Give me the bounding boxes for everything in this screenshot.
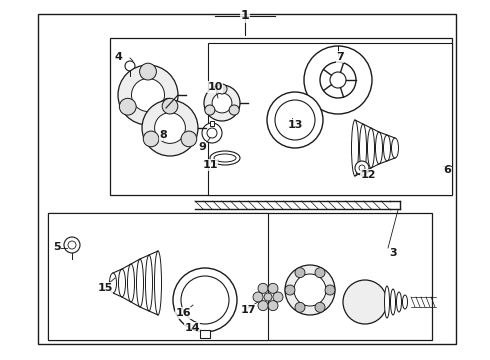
Ellipse shape [214, 154, 236, 162]
Circle shape [204, 85, 240, 121]
Circle shape [295, 268, 305, 278]
Text: 9: 9 [198, 142, 206, 152]
Text: 8: 8 [159, 130, 167, 140]
Circle shape [343, 280, 387, 324]
Polygon shape [48, 213, 432, 340]
Circle shape [253, 292, 263, 302]
Text: 6: 6 [443, 165, 451, 175]
Polygon shape [48, 213, 268, 340]
Text: 4: 4 [114, 52, 122, 62]
Circle shape [315, 302, 325, 312]
Text: 17: 17 [240, 305, 256, 315]
Text: 15: 15 [98, 283, 113, 293]
Ellipse shape [385, 286, 390, 318]
Text: 3: 3 [389, 248, 397, 258]
Circle shape [173, 268, 237, 332]
Circle shape [267, 92, 323, 148]
Text: 7: 7 [336, 52, 344, 62]
Circle shape [118, 65, 178, 125]
Ellipse shape [137, 259, 144, 307]
Text: 12: 12 [360, 170, 376, 180]
Circle shape [68, 241, 76, 249]
Ellipse shape [351, 120, 359, 176]
Bar [200, 330, 210, 338]
Circle shape [181, 276, 229, 324]
Circle shape [320, 62, 356, 98]
Ellipse shape [154, 251, 162, 315]
Circle shape [229, 105, 239, 115]
Polygon shape [110, 38, 452, 195]
Ellipse shape [384, 135, 391, 161]
Circle shape [330, 72, 346, 88]
Circle shape [258, 301, 268, 311]
Circle shape [205, 105, 215, 115]
Circle shape [264, 293, 272, 301]
Circle shape [202, 123, 222, 143]
Ellipse shape [391, 289, 395, 315]
Circle shape [268, 283, 278, 293]
Ellipse shape [375, 132, 383, 164]
Ellipse shape [360, 124, 367, 172]
Circle shape [294, 274, 326, 306]
Circle shape [304, 46, 372, 114]
Circle shape [268, 301, 278, 311]
Ellipse shape [119, 269, 125, 297]
Bar [38, 14, 456, 344]
Ellipse shape [127, 264, 134, 302]
Ellipse shape [210, 151, 240, 165]
Text: 14: 14 [184, 323, 200, 333]
Text: 10: 10 [207, 82, 222, 92]
Circle shape [355, 161, 369, 175]
Circle shape [120, 98, 136, 115]
Circle shape [207, 128, 217, 138]
Circle shape [285, 265, 335, 315]
Ellipse shape [396, 292, 401, 312]
Circle shape [295, 302, 305, 312]
Ellipse shape [146, 255, 152, 311]
Circle shape [162, 98, 178, 114]
Circle shape [275, 100, 315, 140]
Circle shape [160, 98, 177, 115]
Text: 5: 5 [53, 242, 61, 252]
Bar [210, 121, 214, 126]
Circle shape [273, 292, 283, 302]
Circle shape [181, 131, 197, 147]
Text: 1: 1 [241, 9, 249, 22]
Circle shape [285, 285, 295, 295]
Circle shape [143, 131, 159, 147]
Text: 16: 16 [175, 308, 191, 318]
Circle shape [212, 93, 232, 113]
Circle shape [140, 63, 156, 80]
Circle shape [325, 285, 335, 295]
Circle shape [142, 100, 198, 156]
Circle shape [217, 84, 227, 94]
Ellipse shape [368, 128, 374, 168]
Circle shape [155, 113, 185, 143]
Text: 13: 13 [287, 120, 303, 130]
Ellipse shape [109, 273, 117, 293]
Circle shape [258, 283, 268, 293]
Polygon shape [208, 43, 452, 195]
Circle shape [64, 237, 80, 253]
Text: 11: 11 [202, 160, 218, 170]
Circle shape [131, 78, 165, 112]
Circle shape [125, 61, 135, 71]
Circle shape [315, 268, 325, 278]
Circle shape [359, 165, 365, 171]
Ellipse shape [392, 138, 398, 158]
Ellipse shape [402, 295, 408, 309]
Text: 1: 1 [241, 9, 249, 22]
